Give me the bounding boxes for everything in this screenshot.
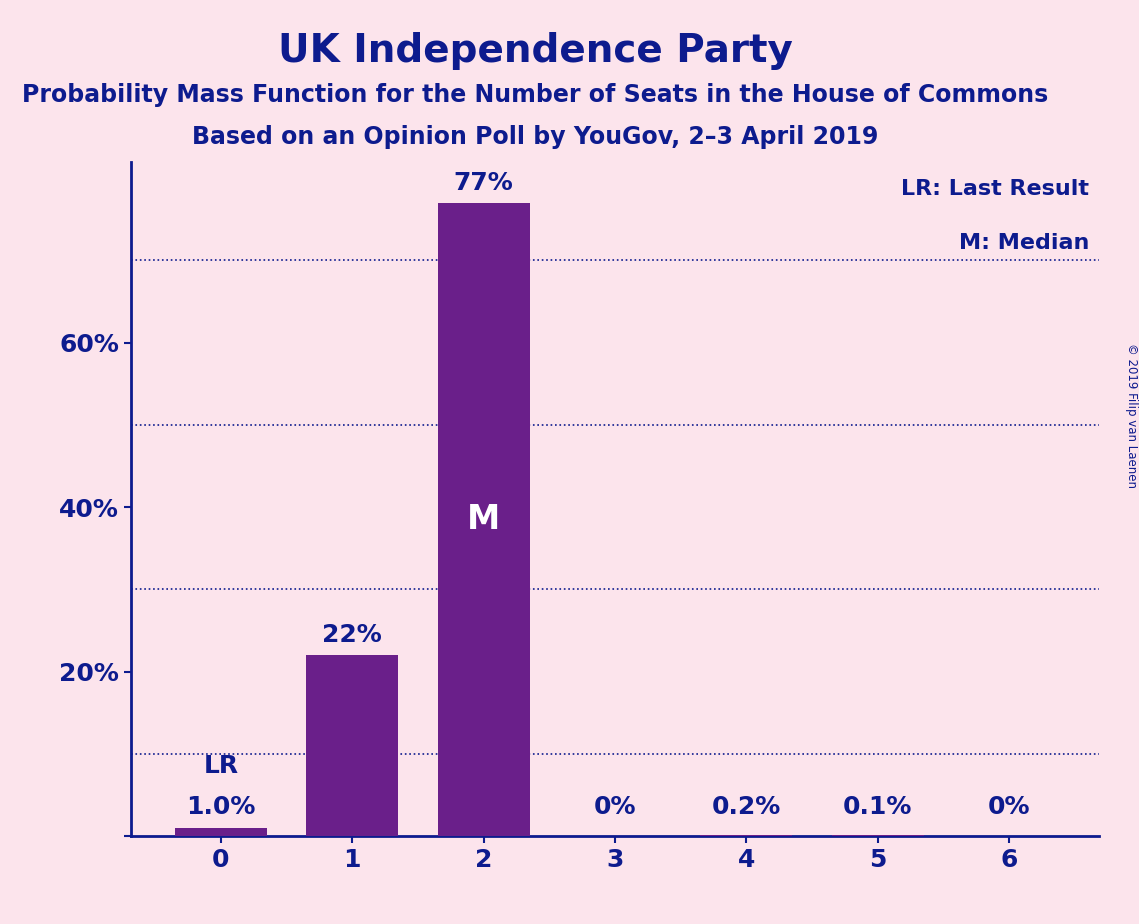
Text: M: Median: M: Median <box>959 233 1089 252</box>
Text: LR: LR <box>204 754 238 778</box>
Bar <box>175 828 267 836</box>
Text: 0.2%: 0.2% <box>712 796 781 820</box>
Text: 77%: 77% <box>453 171 514 195</box>
Text: M: M <box>467 503 500 536</box>
Text: 1.0%: 1.0% <box>187 796 255 820</box>
Text: LR: Last Result: LR: Last Result <box>901 178 1089 199</box>
Bar <box>306 655 399 836</box>
Bar <box>437 203 530 836</box>
Text: 22%: 22% <box>322 623 383 647</box>
Bar <box>700 834 793 836</box>
Text: 0%: 0% <box>593 796 637 820</box>
Text: 0%: 0% <box>988 796 1031 820</box>
Text: Probability Mass Function for the Number of Seats in the House of Commons: Probability Mass Function for the Number… <box>22 83 1049 107</box>
Text: 0.1%: 0.1% <box>843 796 912 820</box>
Text: © 2019 Filip van Laenen: © 2019 Filip van Laenen <box>1124 344 1138 488</box>
Text: Based on an Opinion Poll by YouGov, 2–3 April 2019: Based on an Opinion Poll by YouGov, 2–3 … <box>192 125 878 149</box>
Text: UK Independence Party: UK Independence Party <box>278 32 793 70</box>
